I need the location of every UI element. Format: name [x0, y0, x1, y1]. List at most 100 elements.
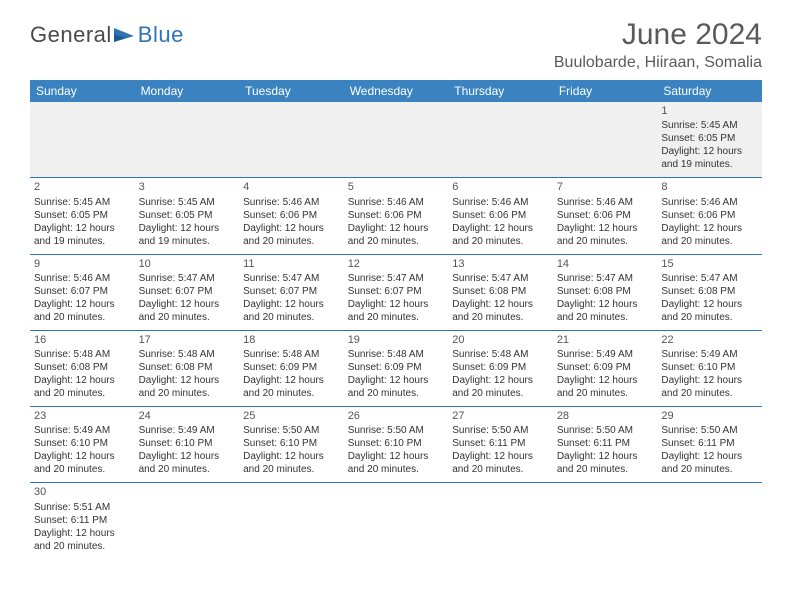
- daylight-line: Daylight: 12 hours and 20 minutes.: [348, 298, 445, 324]
- daylight-line: Daylight: 12 hours and 20 minutes.: [557, 298, 654, 324]
- sunset-line: Sunset: 6:06 PM: [348, 209, 445, 222]
- logo: Genera l Blue: [30, 22, 184, 48]
- calendar-day: [135, 102, 240, 178]
- day-number: 9: [34, 257, 131, 271]
- sunset-line: Sunset: 6:10 PM: [661, 361, 758, 374]
- calendar-day: 27Sunrise: 5:50 AMSunset: 6:11 PMDayligh…: [448, 407, 553, 483]
- daylight-line: Daylight: 12 hours and 20 minutes.: [34, 527, 131, 553]
- location-text: Buulobarde, Hiiraan, Somalia: [554, 54, 762, 72]
- day-number: 25: [243, 409, 340, 423]
- sunset-line: Sunset: 6:07 PM: [243, 285, 340, 298]
- calendar-day: 24Sunrise: 5:49 AMSunset: 6:10 PMDayligh…: [135, 407, 240, 483]
- day-header: Friday: [553, 80, 658, 102]
- calendar-body: 1Sunrise: 5:45 AMSunset: 6:05 PMDaylight…: [30, 102, 762, 559]
- logo-text-blue: Blue: [138, 22, 184, 48]
- daylight-line: Daylight: 12 hours and 20 minutes.: [243, 374, 340, 400]
- sunset-line: Sunset: 6:05 PM: [34, 209, 131, 222]
- calendar-day: 17Sunrise: 5:48 AMSunset: 6:08 PMDayligh…: [135, 330, 240, 406]
- day-number: 8: [661, 180, 758, 194]
- daylight-line: Daylight: 12 hours and 20 minutes.: [452, 450, 549, 476]
- sunset-line: Sunset: 6:07 PM: [139, 285, 236, 298]
- sunrise-line: Sunrise: 5:49 AM: [661, 348, 758, 361]
- daylight-line: Daylight: 12 hours and 19 minutes.: [661, 145, 758, 171]
- calendar-day: 14Sunrise: 5:47 AMSunset: 6:08 PMDayligh…: [553, 254, 658, 330]
- day-number: 29: [661, 409, 758, 423]
- calendar-day: 8Sunrise: 5:46 AMSunset: 6:06 PMDaylight…: [657, 178, 762, 254]
- sunset-line: Sunset: 6:09 PM: [348, 361, 445, 374]
- sunset-line: Sunset: 6:08 PM: [452, 285, 549, 298]
- calendar-day: 11Sunrise: 5:47 AMSunset: 6:07 PMDayligh…: [239, 254, 344, 330]
- calendar-day: 23Sunrise: 5:49 AMSunset: 6:10 PMDayligh…: [30, 407, 135, 483]
- daylight-line: Daylight: 12 hours and 20 minutes.: [661, 298, 758, 324]
- sunset-line: Sunset: 6:11 PM: [661, 437, 758, 450]
- sunset-line: Sunset: 6:11 PM: [557, 437, 654, 450]
- day-header: Tuesday: [239, 80, 344, 102]
- sunset-line: Sunset: 6:08 PM: [557, 285, 654, 298]
- day-number: 11: [243, 257, 340, 271]
- calendar-day: 12Sunrise: 5:47 AMSunset: 6:07 PMDayligh…: [344, 254, 449, 330]
- daylight-line: Daylight: 12 hours and 20 minutes.: [34, 298, 131, 324]
- sunrise-line: Sunrise: 5:49 AM: [34, 424, 131, 437]
- day-number: 14: [557, 257, 654, 271]
- sunset-line: Sunset: 6:10 PM: [348, 437, 445, 450]
- sunset-line: Sunset: 6:07 PM: [348, 285, 445, 298]
- sunrise-line: Sunrise: 5:46 AM: [452, 196, 549, 209]
- day-header: Monday: [135, 80, 240, 102]
- calendar-day: [553, 102, 658, 178]
- sunrise-line: Sunrise: 5:47 AM: [661, 272, 758, 285]
- calendar-day: 22Sunrise: 5:49 AMSunset: 6:10 PMDayligh…: [657, 330, 762, 406]
- sunset-line: Sunset: 6:11 PM: [34, 514, 131, 527]
- daylight-line: Daylight: 12 hours and 20 minutes.: [452, 374, 549, 400]
- daylight-line: Daylight: 12 hours and 20 minutes.: [348, 374, 445, 400]
- day-header: Thursday: [448, 80, 553, 102]
- calendar-day: [448, 102, 553, 178]
- calendar-day: 21Sunrise: 5:49 AMSunset: 6:09 PMDayligh…: [553, 330, 658, 406]
- sunrise-line: Sunrise: 5:48 AM: [139, 348, 236, 361]
- daylight-line: Daylight: 12 hours and 20 minutes.: [557, 374, 654, 400]
- sunset-line: Sunset: 6:05 PM: [139, 209, 236, 222]
- calendar-day: [135, 483, 240, 559]
- calendar-day: 25Sunrise: 5:50 AMSunset: 6:10 PMDayligh…: [239, 407, 344, 483]
- sunrise-line: Sunrise: 5:50 AM: [348, 424, 445, 437]
- daylight-line: Daylight: 12 hours and 20 minutes.: [557, 450, 654, 476]
- flag-icon: [114, 26, 136, 44]
- month-title: June 2024: [554, 18, 762, 52]
- sunrise-line: Sunrise: 5:45 AM: [34, 196, 131, 209]
- day-number: 13: [452, 257, 549, 271]
- sunset-line: Sunset: 6:06 PM: [557, 209, 654, 222]
- calendar-day: 13Sunrise: 5:47 AMSunset: 6:08 PMDayligh…: [448, 254, 553, 330]
- sunset-line: Sunset: 6:10 PM: [139, 437, 236, 450]
- daylight-line: Daylight: 12 hours and 20 minutes.: [243, 450, 340, 476]
- calendar-day: 28Sunrise: 5:50 AMSunset: 6:11 PMDayligh…: [553, 407, 658, 483]
- calendar-day: 1Sunrise: 5:45 AMSunset: 6:05 PMDaylight…: [657, 102, 762, 178]
- sunset-line: Sunset: 6:08 PM: [139, 361, 236, 374]
- day-number: 2: [34, 180, 131, 194]
- calendar-day: 3Sunrise: 5:45 AMSunset: 6:05 PMDaylight…: [135, 178, 240, 254]
- calendar-day: 18Sunrise: 5:48 AMSunset: 6:09 PMDayligh…: [239, 330, 344, 406]
- day-number: 28: [557, 409, 654, 423]
- sunrise-line: Sunrise: 5:49 AM: [139, 424, 236, 437]
- daylight-line: Daylight: 12 hours and 20 minutes.: [34, 450, 131, 476]
- calendar-day: 20Sunrise: 5:48 AMSunset: 6:09 PMDayligh…: [448, 330, 553, 406]
- sunset-line: Sunset: 6:08 PM: [661, 285, 758, 298]
- calendar-day: 30Sunrise: 5:51 AMSunset: 6:11 PMDayligh…: [30, 483, 135, 559]
- day-number: 1: [661, 104, 758, 118]
- day-number: 3: [139, 180, 236, 194]
- day-number: 23: [34, 409, 131, 423]
- calendar-day: [239, 102, 344, 178]
- calendar-day: [553, 483, 658, 559]
- day-number: 7: [557, 180, 654, 194]
- day-number: 4: [243, 180, 340, 194]
- calendar-day: [344, 102, 449, 178]
- calendar-page: Genera l Blue June 2024 Buulobarde, Hiir…: [0, 0, 792, 577]
- calendar-day: 2Sunrise: 5:45 AMSunset: 6:05 PMDaylight…: [30, 178, 135, 254]
- calendar-day: 19Sunrise: 5:48 AMSunset: 6:09 PMDayligh…: [344, 330, 449, 406]
- sunset-line: Sunset: 6:07 PM: [34, 285, 131, 298]
- calendar-table: SundayMondayTuesdayWednesdayThursdayFrid…: [30, 80, 762, 559]
- sunrise-line: Sunrise: 5:48 AM: [34, 348, 131, 361]
- sunset-line: Sunset: 6:05 PM: [661, 132, 758, 145]
- day-number: 21: [557, 333, 654, 347]
- sunrise-line: Sunrise: 5:50 AM: [557, 424, 654, 437]
- daylight-line: Daylight: 12 hours and 20 minutes.: [452, 298, 549, 324]
- calendar-day: [657, 483, 762, 559]
